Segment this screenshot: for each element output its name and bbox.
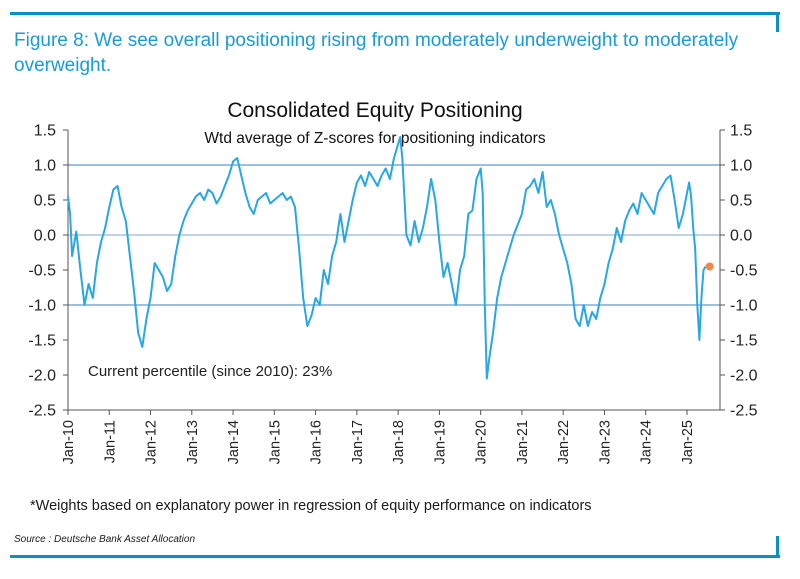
- y-tick-label-right: 0.5: [730, 193, 752, 210]
- x-tick-label: Jan-12: [144, 420, 160, 464]
- x-tick-label: Jan-16: [309, 420, 325, 464]
- x-tick-label: Jan-11: [102, 420, 118, 463]
- y-tick-label-right: -1.0: [730, 298, 758, 315]
- y-tick-label-left: -1.5: [28, 333, 56, 350]
- y-tick-label-right: -0.5: [730, 263, 758, 280]
- percentile-annotation: Current percentile (since 2010): 23%: [88, 363, 332, 380]
- y-tick-label-right: 1.5: [730, 123, 752, 140]
- series-group: [67, 136, 714, 380]
- x-axis: Jan-10 Jan-11 Jan-12 Jan-13 Jan-14 Jan-15 Jan-…: [61, 409, 720, 464]
- x-tick-label: Jan-24: [639, 420, 655, 464]
- current-value-marker: [705, 262, 714, 271]
- y-tick-label-right: 0.0: [730, 228, 752, 245]
- chart-subtitle: Wtd average of Z-scores for positioning …: [204, 130, 545, 147]
- frame-bottom-rule: [10, 555, 780, 558]
- x-tick-label: Jan-23: [597, 420, 613, 464]
- x-tick-label: Jan-13: [185, 420, 201, 464]
- x-tick-label: Jan-14: [226, 420, 242, 464]
- x-tick-label: Jan-10: [61, 420, 77, 464]
- frame-top-rule: [10, 12, 780, 15]
- x-tick-label: Jan-15: [267, 420, 283, 464]
- y-tick-label-left: -2.5: [28, 403, 56, 420]
- x-tick-label: Jan-25: [680, 420, 696, 464]
- footnote: *Weights based on explanatory power in r…: [30, 498, 592, 514]
- x-tick-label: Jan-18: [391, 420, 407, 464]
- x-tick-label: Jan-22: [556, 420, 572, 464]
- figure-caption: Figure 8: We see overall positioning ris…: [14, 30, 739, 76]
- y-tick-label-right: -2.5: [730, 403, 758, 420]
- y-tick-label-right: -1.5: [730, 333, 758, 350]
- y-tick-label-left: -2.0: [28, 368, 56, 385]
- y-tick-label-left: 0.0: [34, 228, 56, 245]
- series-line: [67, 136, 707, 380]
- frame-top-right-tick: [776, 12, 779, 32]
- y-axis-left: 1.5 1.0 0.5 0.0 -0.5 -1.0 -1.5 -2.0 -2.5: [28, 123, 69, 420]
- source-note: Source : Deutsche Bank Asset Allocation: [14, 534, 196, 545]
- reference-lines: [68, 164, 720, 306]
- y-tick-label-left: -0.5: [28, 263, 56, 280]
- y-tick-label-right: -2.0: [730, 368, 758, 385]
- y-axis-right: 1.5 1.0 0.5 0.0 -0.5 -1.0 -1.5 -2.0 -2.5: [719, 123, 758, 420]
- y-tick-label-left: 0.5: [34, 193, 56, 210]
- y-tick-label-left: 1.0: [34, 158, 56, 175]
- x-tick-label: Jan-19: [432, 420, 448, 464]
- x-tick-label: Jan-20: [474, 420, 490, 464]
- x-tick-label: Jan-21: [515, 420, 531, 464]
- frame-bottom-right-tick: [776, 536, 779, 558]
- chart-title: Consolidated Equity Positioning: [227, 99, 522, 122]
- y-tick-label-left: -1.0: [28, 298, 56, 315]
- y-tick-label-right: 1.0: [730, 158, 752, 175]
- y-tick-label-left: 1.5: [34, 123, 56, 140]
- x-tick-label: Jan-17: [350, 420, 366, 464]
